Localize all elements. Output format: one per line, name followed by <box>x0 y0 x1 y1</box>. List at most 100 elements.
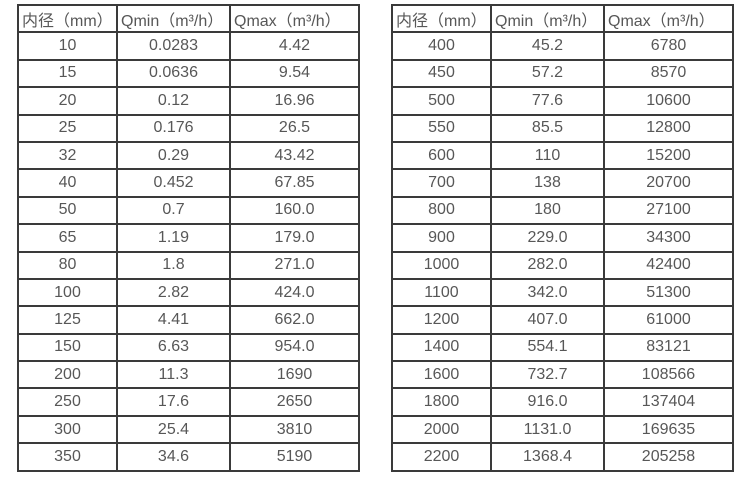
table-row: 125 4.41 662.0 <box>17 305 360 335</box>
table-cell: 179.0 <box>229 223 360 253</box>
table-cell: 916.0 <box>490 387 605 417</box>
table-cell: 5190 <box>229 442 360 472</box>
table-row: 1200 407.0 61000 <box>391 305 734 335</box>
table-row: 800 180 27100 <box>391 195 734 226</box>
table-cell: 271.0 <box>229 250 360 280</box>
table-cell: 137404 <box>603 387 734 417</box>
table-row: 400 45.2 6780 <box>391 31 734 61</box>
table-row: 150 6.63 954.0 <box>17 332 360 363</box>
table-cell: 205258 <box>603 442 734 472</box>
flow-table-large-diameters: 内径（mm） Qmin（m³/h） Qmax（m³/h） 400 45.2 6780 450… <box>391 3 734 472</box>
table-cell: 77.6 <box>490 86 605 116</box>
table-row: 40 0.452 67.85 <box>17 168 360 198</box>
table-cell: 25.4 <box>116 414 231 445</box>
table-cell: 900 <box>391 223 492 253</box>
table-cell: 1800 <box>391 387 492 417</box>
table-cell: 42400 <box>603 250 734 280</box>
table-cell: 169635 <box>603 414 734 445</box>
table-cell: 800 <box>391 195 492 226</box>
table-cell: 0.12 <box>116 86 231 116</box>
table-cell: 17.6 <box>116 387 231 417</box>
flow-table-small-diameters: 内径（mm） Qmin（m³/h） Qmax（m³/h） 10 0.0283 4.42 15… <box>17 3 360 472</box>
table-cell: 2000 <box>391 414 492 445</box>
table-cell: 15 <box>17 58 118 89</box>
column-header: Qmin（m³/h） <box>116 3 231 34</box>
table-cell: 400 <box>391 31 492 61</box>
table-cell: 4.41 <box>116 305 231 335</box>
table-cell: 150 <box>17 332 118 363</box>
table-row: 2200 1368.4 205258 <box>391 442 734 472</box>
table-cell: 2650 <box>229 387 360 417</box>
table-cell: 1690 <box>229 360 360 390</box>
table-row: 2000 1131.0 169635 <box>391 414 734 445</box>
table-cell: 15200 <box>603 140 734 171</box>
table-cell: 160.0 <box>229 195 360 226</box>
table-cell: 2.82 <box>116 277 231 308</box>
column-header: Qmax（m³/h） <box>603 3 734 34</box>
table-cell: 1368.4 <box>490 442 605 472</box>
table-row: 700 138 20700 <box>391 168 734 198</box>
column-header: Qmin（m³/h） <box>490 3 605 34</box>
table-cell: 954.0 <box>229 332 360 363</box>
table-cell: 1.19 <box>116 223 231 253</box>
table-row: 65 1.19 179.0 <box>17 223 360 253</box>
table-cell: 180 <box>490 195 605 226</box>
table-row: 1600 732.7 108566 <box>391 360 734 390</box>
table-cell: 32 <box>17 140 118 171</box>
table-cell: 732.7 <box>490 360 605 390</box>
table-cell: 65 <box>17 223 118 253</box>
table-cell: 1100 <box>391 277 492 308</box>
table-cell: 500 <box>391 86 492 116</box>
table-cell: 2200 <box>391 442 492 472</box>
table-row: 100 2.82 424.0 <box>17 277 360 308</box>
table-cell: 4.42 <box>229 31 360 61</box>
table-cell: 125 <box>17 305 118 335</box>
table-row: 32 0.29 43.42 <box>17 140 360 171</box>
table-cell: 662.0 <box>229 305 360 335</box>
table-cell: 1.8 <box>116 250 231 280</box>
table-row: 600 110 15200 <box>391 140 734 171</box>
column-header: 内径（mm） <box>391 3 492 34</box>
table-cell: 407.0 <box>490 305 605 335</box>
table-cell: 138 <box>490 168 605 198</box>
table-cell: 0.29 <box>116 140 231 171</box>
table-cell: 0.0636 <box>116 58 231 89</box>
table-cell: 342.0 <box>490 277 605 308</box>
table-cell: 16.96 <box>229 86 360 116</box>
table-cell: 700 <box>391 168 492 198</box>
table-row: 25 0.176 26.5 <box>17 113 360 143</box>
table-cell: 50 <box>17 195 118 226</box>
table-cell: 80 <box>17 250 118 280</box>
table-cell: 20 <box>17 86 118 116</box>
table-cell: 350 <box>17 442 118 472</box>
table-cell: 0.452 <box>116 168 231 198</box>
table-cell: 0.0283 <box>116 31 231 61</box>
table-cell: 61000 <box>603 305 734 335</box>
column-header: 内径（mm） <box>17 3 118 34</box>
table-row: 1000 282.0 42400 <box>391 250 734 280</box>
table-cell: 67.85 <box>229 168 360 198</box>
table-cell: 229.0 <box>490 223 605 253</box>
table-cell: 11.3 <box>116 360 231 390</box>
table-cell: 6780 <box>603 31 734 61</box>
table-cell: 27100 <box>603 195 734 226</box>
table-row: 80 1.8 271.0 <box>17 250 360 280</box>
table-cell: 57.2 <box>490 58 605 89</box>
table-row: 15 0.0636 9.54 <box>17 58 360 89</box>
table-cell: 200 <box>17 360 118 390</box>
column-header: Qmax（m³/h） <box>229 3 360 34</box>
header-row: 内径（mm） Qmin（m³/h） Qmax（m³/h） <box>17 3 360 34</box>
table-cell: 0.176 <box>116 113 231 143</box>
table-cell: 108566 <box>603 360 734 390</box>
table-row: 1100 342.0 51300 <box>391 277 734 308</box>
table-cell: 1200 <box>391 305 492 335</box>
header-row: 内径（mm） Qmin（m³/h） Qmax（m³/h） <box>391 3 734 34</box>
table-row: 500 77.6 10600 <box>391 86 734 116</box>
table-cell: 51300 <box>603 277 734 308</box>
table-cell: 45.2 <box>490 31 605 61</box>
table-cell: 9.54 <box>229 58 360 89</box>
table-row: 900 229.0 34300 <box>391 223 734 253</box>
table-row: 1400 554.1 83121 <box>391 332 734 363</box>
table-cell: 110 <box>490 140 605 171</box>
